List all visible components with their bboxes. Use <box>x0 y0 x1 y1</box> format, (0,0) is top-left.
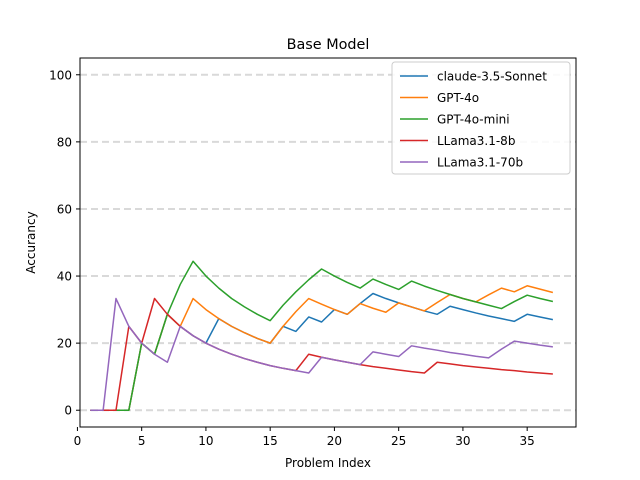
y-tick-label: 20 <box>57 337 72 351</box>
x-tick-label: 5 <box>138 434 146 448</box>
chart-title: Base Model <box>287 37 370 53</box>
legend-box <box>391 61 571 175</box>
series-line-llama3-1-70b <box>90 297 553 411</box>
y-axis-label: Accurancy <box>24 211 38 273</box>
legend-label-claude-3-5-sonnet: claude-3.5-Sonnet <box>437 70 547 84</box>
plot-frame <box>79 57 577 428</box>
x-tick-label: 25 <box>391 434 406 448</box>
series-lines <box>90 260 554 411</box>
legend-label-gpt-4o-mini: GPT-4o-mini <box>437 113 510 127</box>
x-tick-label: 35 <box>520 434 535 448</box>
x-tick-label: 15 <box>263 434 278 448</box>
legend-label-llama3-1-70b: LLama3.1-70b <box>437 156 523 170</box>
x-axis-label: Problem Index <box>285 456 371 470</box>
y-tick-label: 60 <box>57 202 72 216</box>
y-tick-label: 40 <box>57 270 72 284</box>
x-tick-label: 10 <box>198 434 213 448</box>
y-tick-label: 0 <box>64 404 72 418</box>
legend-label-gpt-4o: GPT-4o <box>437 91 479 105</box>
y-tick-label: 80 <box>57 135 72 149</box>
y-axis-ticks: 0 20 40 60 80 100 <box>49 68 80 418</box>
x-tick-label: 0 <box>74 434 82 448</box>
y-tick-label: 100 <box>49 68 72 82</box>
x-tick-label: 20 <box>327 434 342 448</box>
legend: claude-3.5-Sonnet GPT-4o GPT-4o-mini LLama3… <box>391 61 571 175</box>
legend-label-llama3-1-8b: LLama3.1-8b <box>437 134 515 148</box>
x-tick-label: 30 <box>455 434 470 448</box>
x-axis-ticks: 0 5 10 15 20 25 30 35 <box>74 427 535 448</box>
